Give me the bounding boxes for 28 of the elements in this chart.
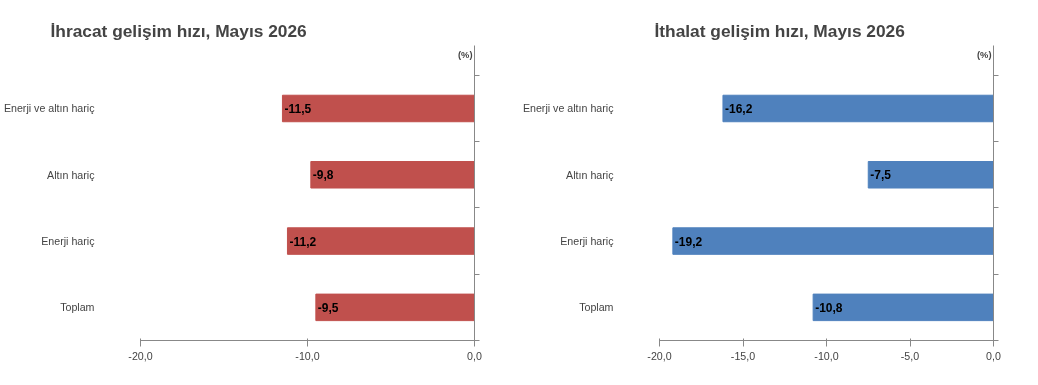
annotation: (%) xyxy=(976,50,992,61)
x-tick-label: 0,0 xyxy=(986,349,1001,362)
x-tick-label: -20,0 xyxy=(647,349,672,362)
y-tick-label: Toplam xyxy=(60,301,95,314)
chart-title: İthalat gelişim hızı, Mayıs 2026 xyxy=(654,20,906,41)
data-label: -11,2 xyxy=(289,234,317,249)
y-tick-label: Enerji hariç xyxy=(41,235,96,248)
data-label: -7,5 xyxy=(870,168,892,183)
data-label: -19,2 xyxy=(674,234,703,249)
y-tick-label: Altın hariç xyxy=(47,168,96,181)
annotation: (%) xyxy=(457,50,473,61)
data-label: -10,8 xyxy=(815,300,843,315)
x-tick-label: 0,0 xyxy=(467,349,482,362)
x-tick-label: -10,0 xyxy=(295,349,320,362)
y-tick-label: Enerji ve altın hariç xyxy=(522,102,615,115)
x-tick-label: -10,0 xyxy=(814,349,839,362)
chart-title: İhracat gelişim hızı, Mayıs 2026 xyxy=(50,20,308,41)
y-tick-label: Altın hariç xyxy=(566,168,615,181)
data-label: -9,8 xyxy=(312,168,334,183)
data-label: -9,5 xyxy=(317,300,339,315)
x-tick-label: -20,0 xyxy=(128,349,153,362)
data-label: -11,5 xyxy=(284,101,312,116)
x-tick-label: -5,0 xyxy=(900,349,920,362)
y-tick-label: Enerji hariç xyxy=(560,235,615,248)
x-tick-label: -15,0 xyxy=(730,349,756,362)
y-tick-label: Enerji ve altın hariç xyxy=(3,102,96,115)
data-label: -16,2 xyxy=(724,101,753,116)
y-tick-label: Toplam xyxy=(579,301,614,314)
